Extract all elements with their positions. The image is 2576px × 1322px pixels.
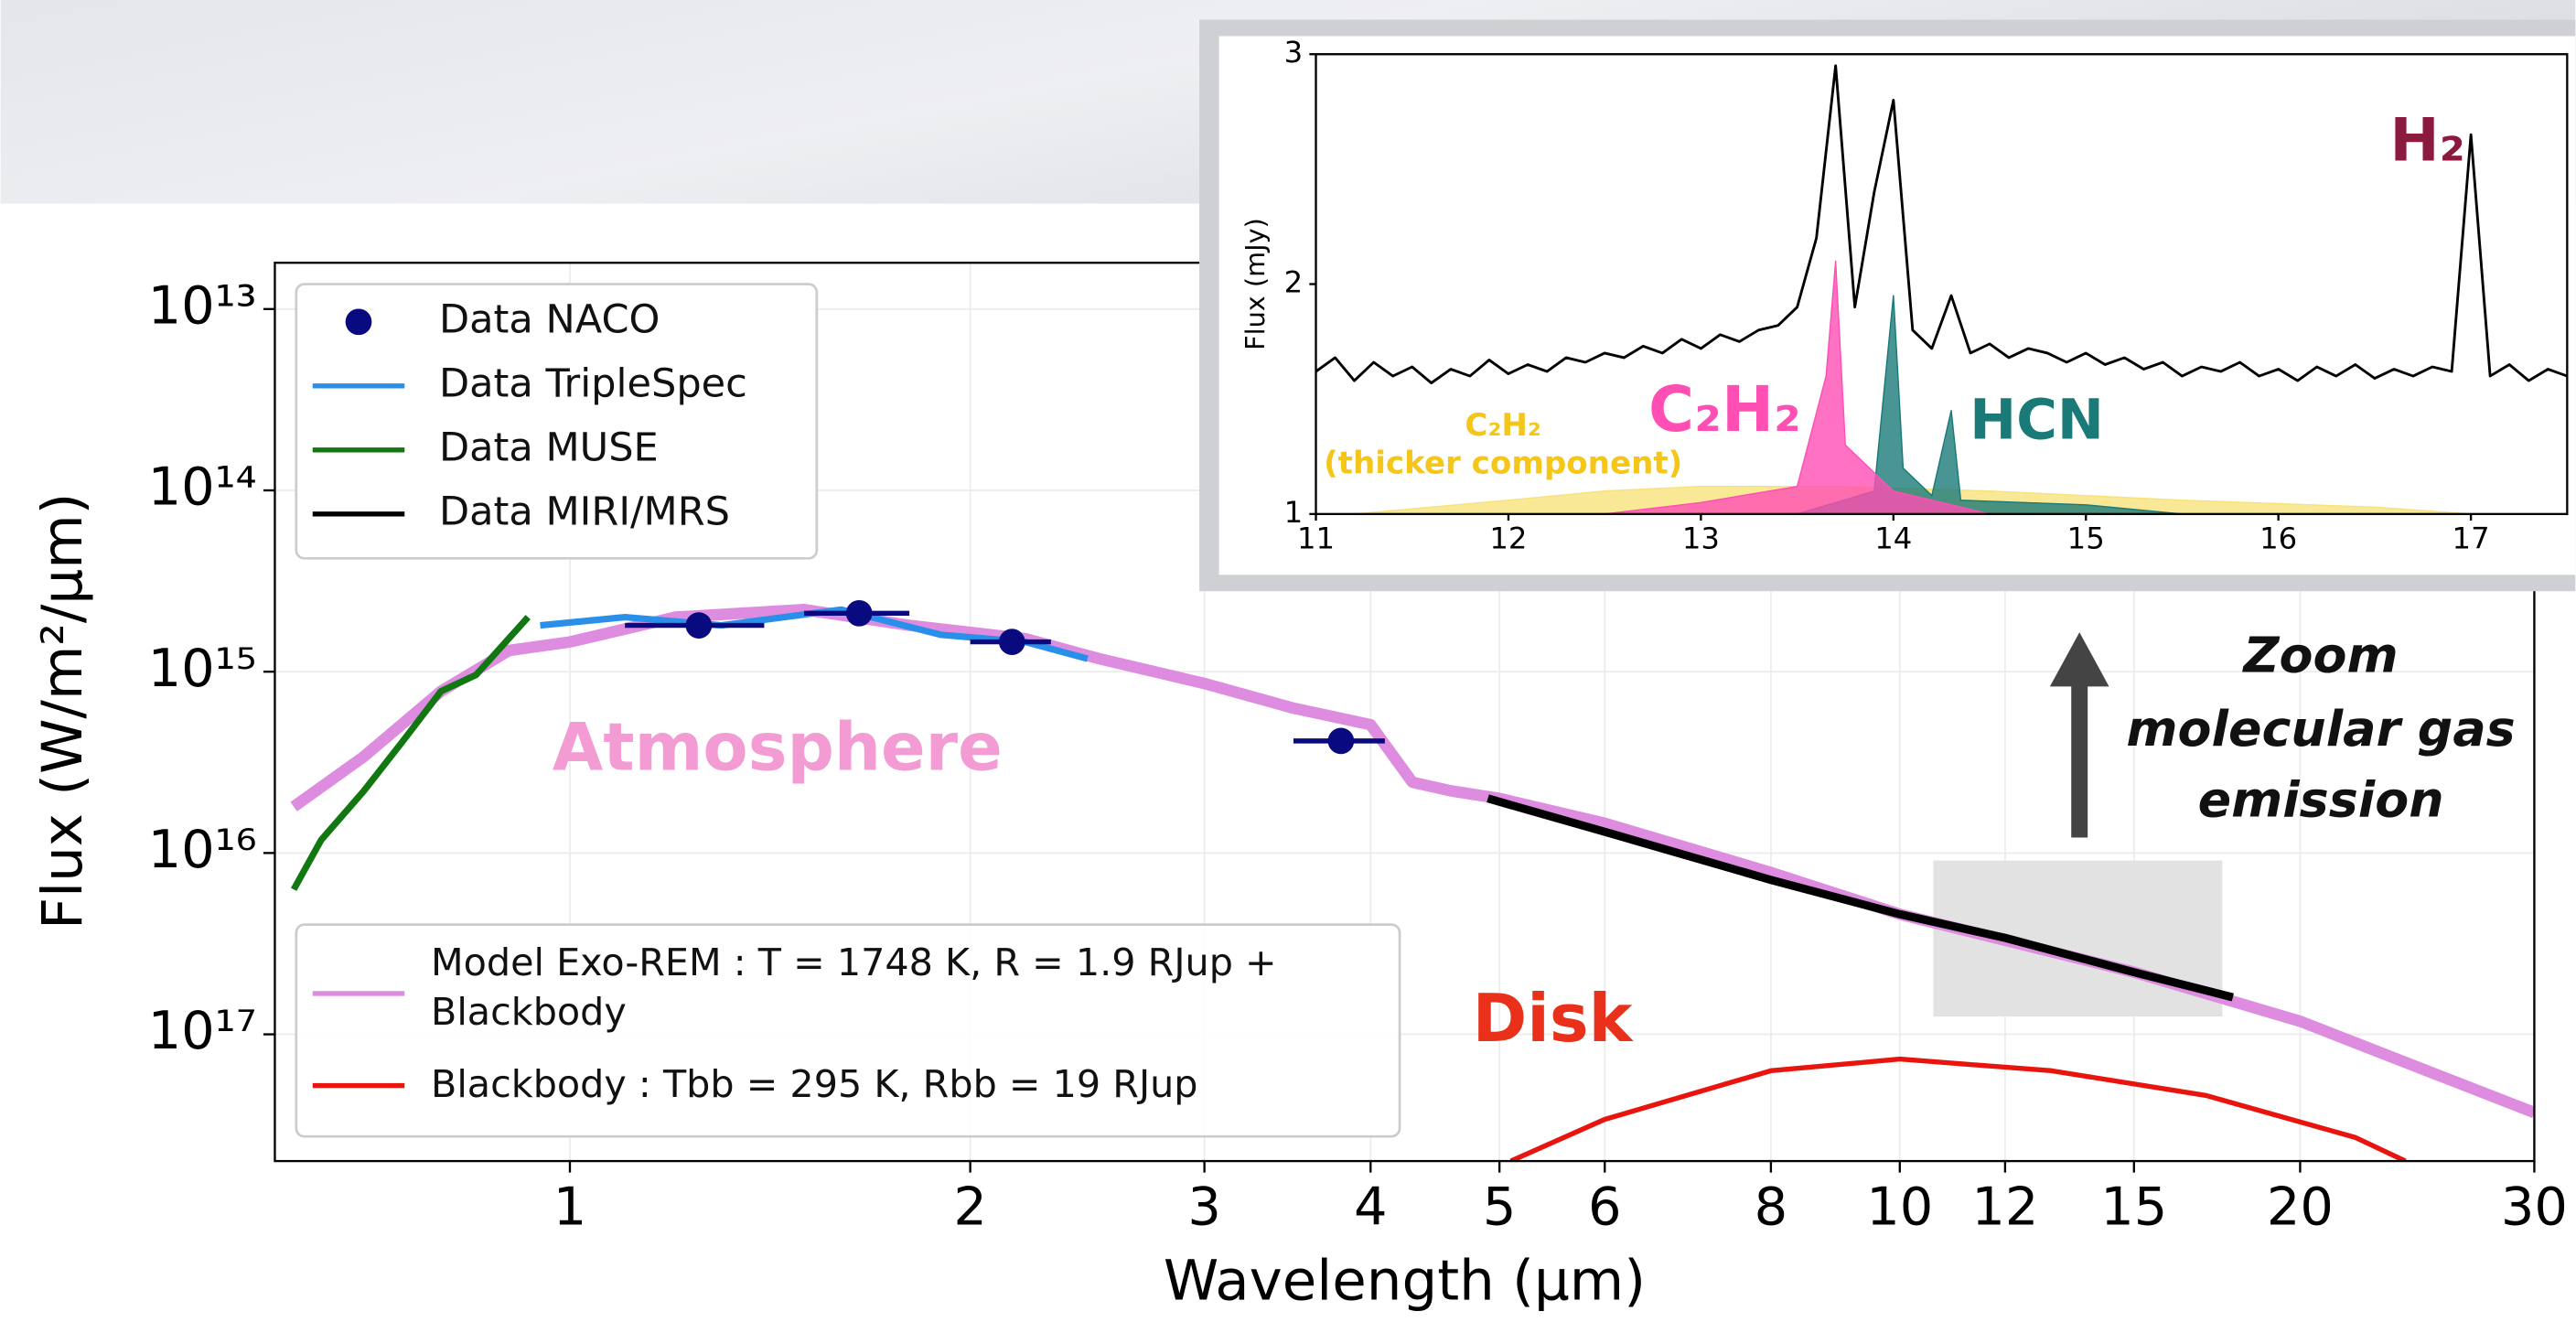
x-tick-label: 15	[2067, 521, 2105, 556]
line	[1315, 64, 2568, 385]
x-tick-label: 11	[1297, 521, 1335, 556]
x-tick-label: 2	[953, 1177, 987, 1238]
y-axis-label: Flux (W/m²/μm)	[30, 493, 95, 930]
y-tick-label: 10¹⁴	[148, 457, 257, 518]
data-point	[1327, 727, 1355, 755]
plot-area	[1315, 64, 2568, 514]
arrow-head	[2049, 632, 2109, 687]
legend-marker	[345, 308, 372, 336]
x-tick-label: 15	[2100, 1177, 2167, 1238]
x-tick-label: 12	[1489, 521, 1527, 556]
series-label: HCN	[1970, 388, 2104, 453]
y-tick-label: 10¹⁷	[148, 1000, 257, 1061]
legend-text: Blackbody : Tbb = 295 K, Rbb = 19 RJup	[430, 1064, 1198, 1107]
x-tick-label: 13	[1682, 521, 1720, 556]
line	[1487, 794, 2234, 1002]
series-label: H₂	[2390, 107, 2465, 176]
legend-label: Data MIRI/MRS	[439, 489, 730, 534]
line	[290, 615, 531, 891]
data-point	[998, 629, 1025, 655]
x-tick-label: 12	[1971, 1177, 2038, 1238]
legend-box	[295, 283, 819, 560]
legend-box	[295, 923, 1401, 1138]
x-tick-label: 8	[1755, 1177, 1788, 1238]
y-tick-label: 3	[1284, 35, 1304, 70]
y-tick-label: 10¹⁵	[148, 638, 257, 699]
legend-label: Model Exo-REM : T = 1748 K, R = 1.9 RJup…	[430, 942, 1277, 1035]
x-tick-label: 17	[2453, 521, 2490, 556]
main-chart: 1 2 3 4 5 6 8 10 12 15 20 3010¹³10¹⁴10¹⁵10¹⁶10¹⁷Wav…	[30, 262, 2568, 1313]
series-label: C₂H₂	[1465, 407, 1540, 444]
x-tick-label: 6	[1588, 1177, 1622, 1238]
annotation: molecular gas	[2126, 700, 2515, 758]
y-tick-label: 1	[1284, 495, 1304, 530]
legend-label: Data MUSE	[439, 425, 659, 470]
legend-label: Blackbody : Tbb = 295 K, Rbb = 19 RJup	[430, 1064, 1198, 1107]
area	[1796, 295, 2184, 514]
area	[1604, 260, 1991, 514]
series-label: C₂H₂	[1648, 374, 1801, 446]
x-tick-label: 20	[2267, 1177, 2334, 1238]
y-tick-label: 2	[1284, 265, 1304, 300]
annotation: Disk	[1473, 980, 1635, 1057]
plot-area	[290, 599, 2535, 1162]
x-tick-label: 5	[1483, 1177, 1517, 1238]
annotation: Zoom	[2242, 626, 2399, 683]
y-tick-label: 10¹³	[148, 274, 257, 336]
annotation: (thicker component)	[1324, 445, 1682, 481]
arrow-shaft	[2071, 681, 2088, 838]
data-point	[845, 599, 873, 627]
x-tick-label: 10	[1866, 1177, 1933, 1238]
y-axis-label: Flux (mJy)	[1240, 218, 1271, 350]
line	[1509, 1056, 2407, 1162]
x-tick-label: 4	[1354, 1177, 1388, 1238]
annotation: emission	[2198, 770, 2444, 828]
legend-label: Data TripleSpec	[439, 360, 747, 406]
data-point	[685, 612, 713, 639]
x-axis-label: Wavelength (μm)	[1164, 1248, 1646, 1313]
x-tick-label: 30	[2501, 1177, 2568, 1238]
annotation: Atmosphere	[553, 709, 1003, 786]
legend-text: Model Exo-REM : T = 1748 K, R = 1.9 RJup…	[430, 942, 1277, 1035]
plot-frame	[1315, 53, 2569, 516]
y-tick-label: 10¹⁶	[148, 819, 257, 880]
x-tick-label: 14	[1874, 521, 1912, 556]
x-tick-label: 16	[2259, 521, 2297, 556]
x-tick-label: 1	[553, 1177, 587, 1238]
x-tick-label: 3	[1187, 1177, 1221, 1238]
legend-label: Data NACO	[439, 296, 660, 342]
